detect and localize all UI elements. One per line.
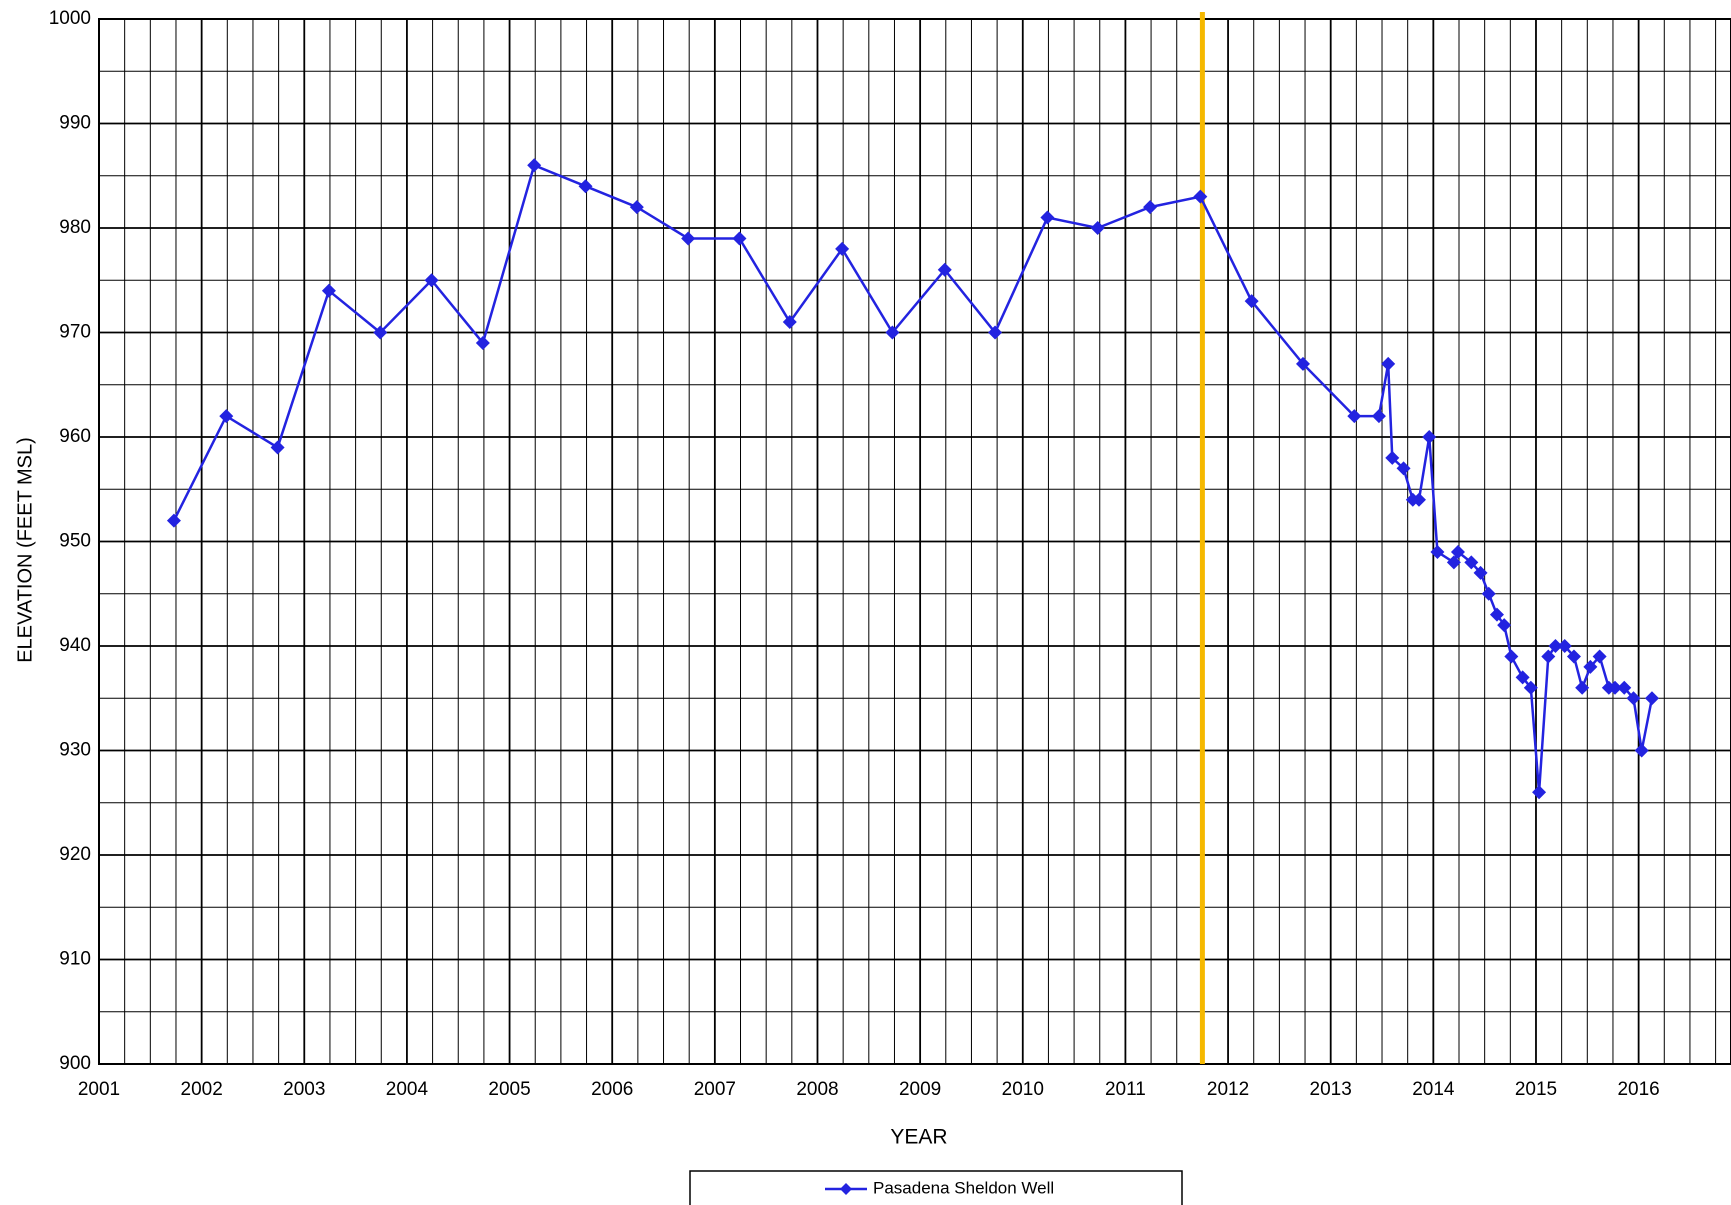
y-axis-label: ELEVATION (FEET MSL) <box>14 437 36 663</box>
x-tick-label: 2006 <box>591 1079 633 1100</box>
x-tick-label: 2016 <box>1617 1079 1659 1100</box>
y-tick-label: 910 <box>59 949 91 970</box>
data-point <box>1523 680 1538 695</box>
data-point <box>1481 586 1496 601</box>
data-point <box>988 325 1003 340</box>
data-point <box>1396 461 1411 476</box>
data-point <box>1090 221 1105 235</box>
y-tick-label: 960 <box>59 426 91 447</box>
legend-label: Pasadena Sheldon Well <box>873 1178 1054 1197</box>
data-point <box>1548 639 1563 653</box>
data-point <box>166 513 181 528</box>
data-point <box>1634 743 1649 758</box>
data-point <box>1347 409 1362 424</box>
plot-frame <box>98 18 1731 1065</box>
y-tick-label: 980 <box>59 217 91 238</box>
data-point <box>1371 409 1386 424</box>
data-point <box>1464 555 1479 570</box>
x-tick-label: 2010 <box>1002 1079 1044 1100</box>
x-tick-label: 2013 <box>1310 1079 1352 1100</box>
data-point <box>578 179 593 194</box>
data-point <box>527 158 542 173</box>
data-point <box>1557 639 1572 653</box>
data-point <box>1626 691 1641 706</box>
x-tick-label: 2015 <box>1515 1079 1557 1100</box>
x-tick-label: 2005 <box>488 1079 530 1100</box>
data-point <box>1617 680 1632 695</box>
x-tick-label: 2007 <box>694 1079 736 1100</box>
data-point <box>782 315 797 330</box>
data-point <box>1430 544 1445 559</box>
data-point <box>1040 210 1055 225</box>
data-point <box>1644 691 1659 706</box>
data-point <box>1411 492 1426 507</box>
data-point <box>1193 189 1208 204</box>
data-point <box>219 409 234 424</box>
y-tick-label: 950 <box>59 531 91 552</box>
data-point <box>475 335 490 350</box>
x-tick-label: 2001 <box>78 1079 120 1100</box>
data-point <box>424 273 439 288</box>
x-tick-label: 2014 <box>1412 1079 1455 1100</box>
data-point <box>732 231 747 246</box>
legend-marker <box>840 1183 852 1195</box>
legend-box <box>689 1170 1183 1205</box>
y-tick-label: 1000 <box>49 8 91 29</box>
data-point <box>1489 607 1504 622</box>
y-tick-label: 900 <box>59 1053 91 1074</box>
data-point <box>1504 649 1519 664</box>
data-point <box>1450 544 1465 559</box>
data-point <box>1532 785 1547 800</box>
data-point <box>1244 294 1259 309</box>
data-point <box>629 200 644 215</box>
data-point <box>1575 680 1590 695</box>
y-tick-label: 920 <box>59 844 91 865</box>
x-tick-label: 2009 <box>899 1079 941 1100</box>
data-point <box>937 262 952 277</box>
data-point <box>1497 618 1512 633</box>
x-tick-label: 2011 <box>1105 1079 1146 1100</box>
data-point <box>1446 555 1461 570</box>
data-point <box>1385 450 1400 465</box>
data-point <box>885 325 900 340</box>
data-point <box>1592 649 1607 664</box>
x-tick-label: 2012 <box>1207 1079 1249 1100</box>
x-tick-label: 2008 <box>796 1079 838 1100</box>
data-point <box>321 283 336 298</box>
y-tick-label: 990 <box>59 113 91 134</box>
data-point <box>1541 649 1556 664</box>
data-point <box>270 440 285 455</box>
y-tick-label: 940 <box>59 635 91 656</box>
data-point <box>373 325 388 340</box>
data-point <box>1566 649 1581 664</box>
y-tick-label: 970 <box>59 322 91 343</box>
x-tick-label: 2003 <box>283 1079 325 1100</box>
data-point <box>681 231 696 246</box>
data-point <box>1515 670 1530 685</box>
x-tick-label: 2002 <box>181 1079 223 1100</box>
data-point <box>1473 565 1488 580</box>
data-point <box>1295 356 1310 371</box>
x-axis-label: YEAR <box>890 1126 947 1149</box>
data-point <box>1381 356 1396 371</box>
y-tick-label: 930 <box>59 740 91 761</box>
data-point <box>1583 659 1598 674</box>
data-point <box>1143 200 1158 215</box>
data-point <box>1422 430 1437 444</box>
data-point <box>1608 680 1623 695</box>
data-point <box>835 241 850 256</box>
x-tick-label: 2004 <box>386 1079 429 1100</box>
